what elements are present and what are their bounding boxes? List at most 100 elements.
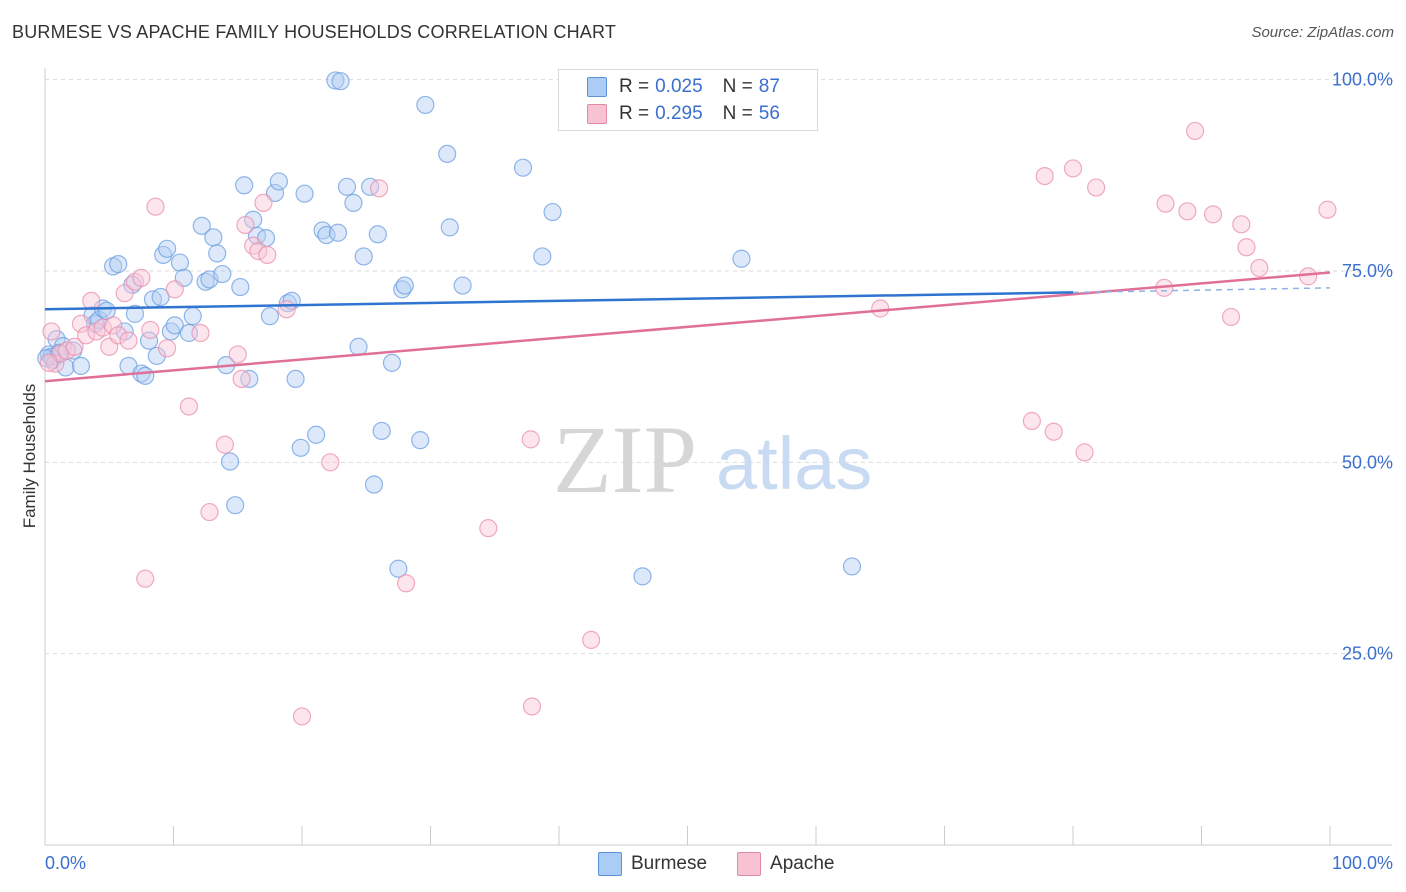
x-tick-label: 100.0% [1332, 853, 1393, 873]
apache-trend-line [44, 271, 1331, 383]
apache-point [1178, 202, 1197, 221]
apache-point [1156, 194, 1175, 213]
burmese-points [37, 71, 862, 586]
tick-labels: 25.0% 50.0% 75.0% 100.0% 0.0% 100.0% [45, 70, 1393, 873]
apache-point [871, 299, 890, 318]
apache-point [42, 322, 61, 341]
apache-point [1035, 166, 1054, 186]
burmese-point [183, 307, 202, 326]
burmese-point [260, 307, 279, 326]
n-value: 87 [758, 76, 780, 97]
apache-point [521, 430, 540, 449]
burmese-point [361, 177, 380, 196]
apache-point [1232, 215, 1251, 234]
apache-point [119, 331, 138, 350]
burmese-point [326, 71, 345, 90]
stats-legend: R = 0.025 N = 87 R = 0.295 N = 56 [558, 69, 818, 131]
apache-point [1087, 178, 1106, 197]
apache-point [321, 453, 340, 472]
apache-point [109, 326, 128, 345]
burmese-point [354, 247, 373, 266]
apache-point [396, 574, 416, 593]
n-label: N = [722, 103, 753, 124]
burmese-point [438, 144, 457, 164]
r-label: R = [619, 76, 650, 97]
apache-point [157, 339, 177, 358]
trend-lines [44, 271, 1331, 383]
burmese-point [213, 264, 232, 284]
burmese-point [109, 255, 128, 274]
apache-point [104, 316, 123, 335]
apache-point [191, 323, 210, 343]
legend-label-burmese: Burmese [631, 853, 708, 874]
burmese-point [157, 239, 177, 258]
burmese-point [204, 228, 223, 247]
burmese-point [240, 369, 259, 389]
burmese-point [317, 225, 336, 245]
apache-swatch-icon [587, 104, 607, 124]
apache-point [1318, 200, 1337, 219]
burmese-point [286, 369, 305, 389]
apache-point [244, 236, 263, 255]
apache-point [1203, 205, 1223, 224]
burmese-point [533, 247, 552, 266]
burmese-point [382, 353, 402, 372]
burmese-point [220, 452, 240, 471]
apache-point [215, 435, 234, 454]
burmese-point [231, 277, 250, 297]
burmese-point [307, 425, 326, 444]
burmese-point [71, 356, 91, 376]
burmese-point [411, 431, 430, 450]
burmese-point [368, 225, 387, 244]
burmese-point [337, 177, 357, 196]
series-legend: Burmese Apache [598, 852, 864, 876]
burmese-point [151, 287, 170, 307]
burmese-point [331, 72, 350, 91]
watermark-zip: ZIP [553, 406, 697, 513]
apache-point [77, 326, 96, 345]
source-label: Source: ZipAtlas.com [1251, 24, 1394, 41]
burmese-point [265, 183, 285, 203]
burmese-swatch-icon [587, 77, 607, 97]
apache-point [1044, 422, 1063, 441]
burmese-point [440, 218, 459, 237]
apache-point [65, 337, 84, 356]
apache-point [292, 707, 312, 726]
apache-point [146, 197, 165, 216]
x-tick-label: 0.0% [45, 853, 86, 873]
burmese-point [192, 216, 211, 235]
apache-point [115, 284, 134, 303]
burmese-point [344, 193, 363, 212]
burmese-swatch-icon [598, 852, 622, 876]
apache-point [1237, 238, 1256, 257]
apache-points [39, 121, 1337, 726]
apache-point [1075, 443, 1094, 462]
burmese-point [633, 567, 652, 586]
apache-point [236, 215, 255, 235]
legend-item-apache[interactable]: Apache [737, 852, 834, 876]
burmese-point [165, 316, 184, 335]
apache-point [200, 502, 219, 522]
apache-point [1250, 258, 1269, 278]
r-label: R = [619, 103, 650, 124]
apache-point [228, 345, 247, 364]
burmese-point [416, 95, 435, 115]
burmese-point [208, 244, 227, 263]
apache-point [1221, 307, 1241, 327]
y-tick-label: 25.0% [1342, 644, 1393, 664]
y-tick-label: 50.0% [1342, 452, 1393, 472]
apache-point [141, 320, 160, 340]
burmese-point [513, 158, 533, 177]
burmese-point [372, 421, 391, 441]
burmese-point [147, 346, 166, 366]
apache-point [46, 354, 65, 373]
legend-item-burmese[interactable]: Burmese [598, 852, 707, 876]
burmese-point [328, 223, 348, 242]
burmese-trend-line [44, 291, 1074, 311]
apache-point [277, 300, 296, 319]
y-tick-label: 100.0% [1332, 70, 1393, 90]
burmese-point [235, 176, 254, 195]
chart-title: BURMESE VS APACHE FAMILY HOUSEHOLDS CORR… [12, 22, 617, 42]
burmese-point [291, 438, 310, 457]
